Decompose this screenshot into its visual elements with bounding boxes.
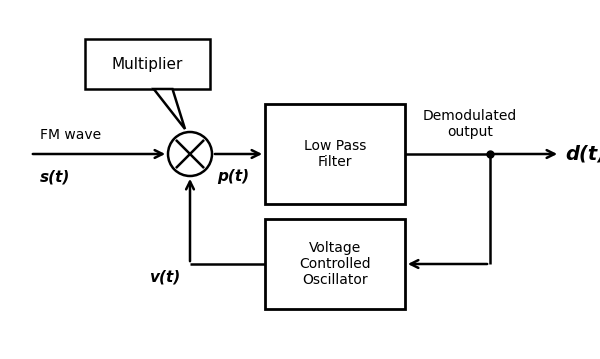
Bar (265, 104, 405, 204)
Text: d(t): d(t) (565, 145, 600, 163)
Text: Multiplier: Multiplier (112, 56, 183, 71)
Text: p(t): p(t) (217, 169, 249, 184)
Bar (265, 219, 405, 309)
Text: Voltage
Controlled
Oscillator: Voltage Controlled Oscillator (299, 241, 371, 287)
Text: Demodulated
output: Demodulated output (423, 109, 517, 139)
Bar (85, 39, 210, 89)
Text: s(t): s(t) (40, 169, 70, 184)
Polygon shape (154, 89, 185, 129)
Text: Low Pass
Filter: Low Pass Filter (304, 139, 366, 169)
Text: FM wave: FM wave (40, 128, 101, 142)
Text: v(t): v(t) (149, 269, 180, 284)
